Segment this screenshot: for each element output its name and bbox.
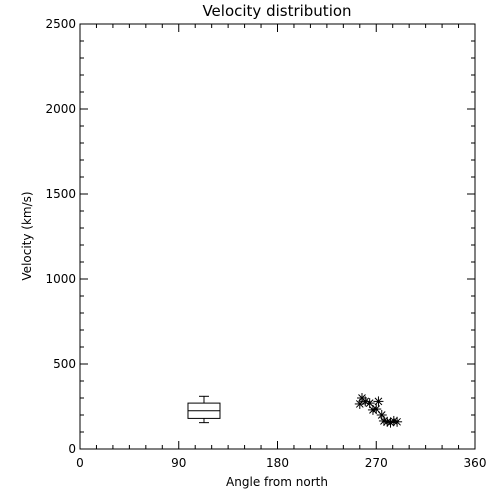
- y-tick-label: 500: [53, 357, 76, 371]
- data-point: [371, 404, 382, 415]
- x-axis-label: Angle from north: [226, 475, 328, 489]
- y-tick-label: 2000: [45, 102, 76, 116]
- data-point: [373, 396, 384, 407]
- x-tick-label: 90: [171, 456, 186, 470]
- x-tick-label: 270: [365, 456, 388, 470]
- y-tick-label: 0: [68, 442, 76, 456]
- box-plot: [187, 395, 221, 424]
- x-tick-label: 180: [266, 456, 289, 470]
- data-point: [360, 396, 371, 407]
- x-tick-label: 360: [464, 456, 487, 470]
- x-tick-label: 0: [76, 456, 84, 470]
- data-point: [364, 398, 375, 409]
- y-tick-label: 2500: [45, 17, 76, 31]
- axis-ticks: 0 90 180 270 360 0 500 1000 1500 2000 2500: [45, 17, 486, 470]
- data-points: [354, 393, 403, 428]
- y-tick-label: 1500: [45, 187, 76, 201]
- plot-frame: [79, 23, 476, 450]
- y-tick-label: 1000: [45, 272, 76, 286]
- y-axis-label: Velocity (km/s): [20, 191, 34, 280]
- data-point: [392, 416, 403, 427]
- chart-title: Velocity distribution: [202, 2, 351, 20]
